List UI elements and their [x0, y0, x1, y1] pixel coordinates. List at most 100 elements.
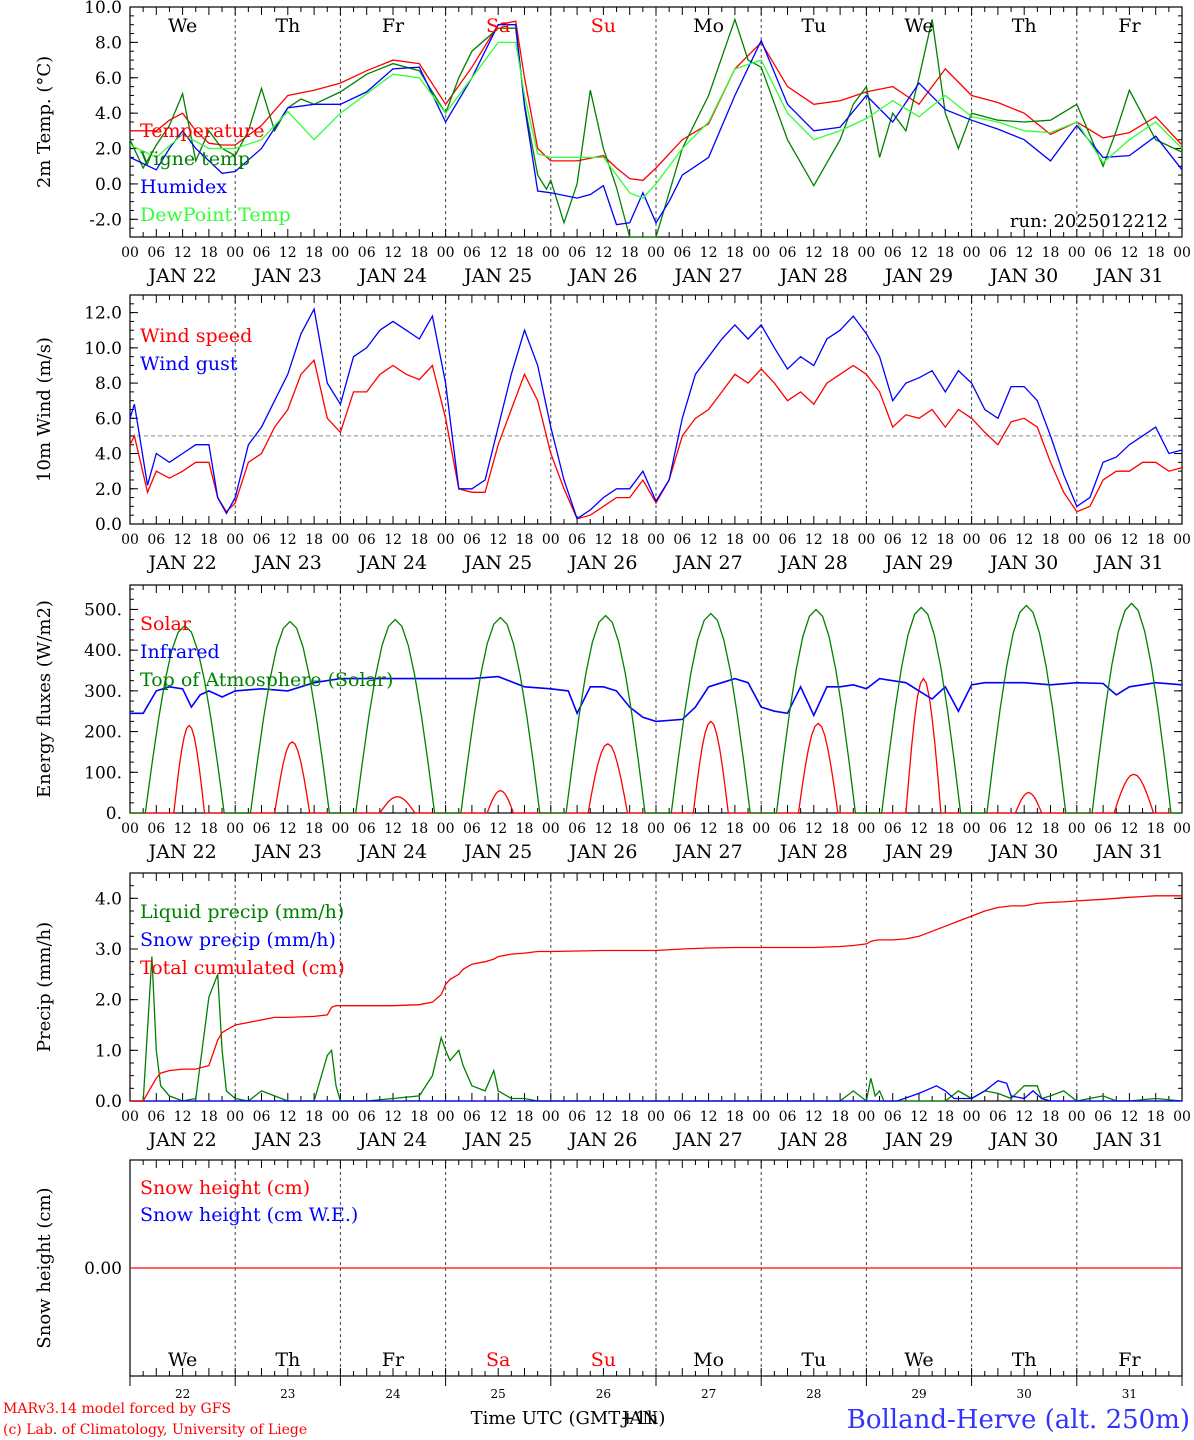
date-label: JAN 30 [988, 841, 1058, 863]
date-label: JAN 27 [673, 1129, 743, 1151]
date-label: JAN 24 [357, 552, 427, 574]
hour-tick-label: 06 [568, 821, 586, 837]
hour-tick-label: 12 [1120, 1109, 1138, 1125]
legend-entry: Snow height (cm W.E.) [140, 1204, 358, 1226]
date-label: JAN 29 [883, 841, 953, 863]
series-line-vigne-temp [129, 17, 1183, 238]
hour-tick-label: 12 [700, 1109, 718, 1125]
hour-tick-label: 00 [857, 1109, 875, 1125]
panel-energy: 500. 400. 300. 200. 100. 0. Energy fluxes (W/m… [34, 584, 1191, 863]
date-label: JAN 27 [673, 552, 743, 574]
date-label: JAN 26 [567, 265, 637, 287]
hour-tick-label: 12 [279, 821, 297, 837]
hour-tick-label: 12 [594, 245, 612, 261]
y-tick-label: 200. [84, 723, 122, 743]
hour-tick-label: 00 [121, 1109, 139, 1125]
y-tick-label: 0.0 [95, 1092, 122, 1112]
y-tick-label: 10.0 [84, 0, 122, 18]
hour-tick-label: 18 [936, 821, 954, 837]
date-label: JAN 31 [1093, 552, 1163, 574]
date-label: 22 [175, 1387, 190, 1401]
series-line-snow-precip-mm-h [130, 1079, 1182, 1102]
hour-tick-label: 12 [1120, 821, 1138, 837]
hour-tick-label: 12 [279, 532, 297, 548]
day-name: Fr [1118, 1349, 1141, 1371]
hour-tick-label: 12 [489, 1109, 507, 1125]
hour-tick-label: 12 [594, 821, 612, 837]
date-label: 27 [701, 1387, 716, 1401]
day-name: We [168, 1349, 197, 1371]
hour-tick-label: 06 [568, 532, 586, 548]
hour-tick-label: 00 [331, 532, 349, 548]
hour-tick-label: 18 [1042, 821, 1060, 837]
hour-tick-label: 12 [489, 821, 507, 837]
hour-tick-label: 18 [200, 821, 218, 837]
day-name: Mo [693, 1349, 724, 1371]
hour-tick-label: 12 [384, 532, 402, 548]
hour-tick-label: 00 [647, 532, 665, 548]
y-tick-label: 4.0 [95, 889, 122, 909]
hour-tick-label: 18 [936, 1109, 954, 1125]
hour-tick-label: 18 [516, 245, 534, 261]
day-name: Tu [801, 1349, 826, 1371]
hour-tick-label: 18 [305, 1109, 323, 1125]
legend-entry: Wind speed [140, 325, 252, 347]
date-label: JAN 23 [252, 265, 322, 287]
date-label: 31 [1122, 1387, 1137, 1401]
y-tick-label: 6.0 [95, 409, 122, 429]
hour-tick-label: 06 [1094, 532, 1112, 548]
legend-entry: Wind gust [140, 353, 238, 375]
series-line-wind-gust [129, 307, 1183, 520]
series-line-dewpoint-temp [129, 41, 1183, 199]
hour-tick-label: 12 [1015, 245, 1033, 261]
legend-entry: DewPoint Temp [140, 204, 291, 226]
hour-tick-label: 06 [253, 821, 271, 837]
hour-tick-label: 18 [1147, 821, 1165, 837]
y-tick-label: 0. [106, 804, 122, 824]
series-line-liquid-precip-mm-h [130, 956, 1183, 1103]
series-line-total-cumulated-cm [130, 895, 1182, 1102]
hour-tick-label: 00 [1068, 532, 1086, 548]
hour-tick-label: 00 [331, 1109, 349, 1125]
hour-tick-label: 18 [1147, 245, 1165, 261]
day-name: Sa [486, 1349, 510, 1371]
hour-tick-label: 00 [542, 1109, 560, 1125]
hour-tick-label: 12 [805, 1109, 823, 1125]
hour-tick-label: 00 [1068, 1109, 1086, 1125]
hour-tick-label: 06 [989, 821, 1007, 837]
hour-tick-label: 00 [963, 821, 981, 837]
hour-tick-label: 06 [1094, 821, 1112, 837]
hour-tick-label: 00 [963, 245, 981, 261]
hour-tick-label: 18 [410, 821, 428, 837]
hour-tick-label: 18 [831, 245, 849, 261]
day-name: Mo [693, 15, 724, 37]
hour-tick-label: 00 [226, 821, 244, 837]
date-label: JAN 23 [252, 841, 322, 863]
hour-tick-label: 18 [305, 245, 323, 261]
hour-tick-label: 06 [358, 1109, 376, 1125]
y-tick-label: 100. [84, 763, 122, 783]
hour-tick-label: 00 [542, 532, 560, 548]
series-line-temperature [130, 20, 1183, 182]
day-name: We [904, 15, 933, 37]
hour-tick-label: 06 [779, 821, 797, 837]
date-label: 23 [280, 1387, 295, 1401]
hour-tick-label: 06 [884, 245, 902, 261]
panel-wind: 12.0 10.0 8.0 6.0 4.0 2.0 0.0 10m Wind (m/s) Win… [34, 294, 1191, 574]
hour-tick-label: 06 [463, 1109, 481, 1125]
hour-tick-label: 00 [437, 1109, 455, 1125]
hour-tick-label: 06 [779, 1109, 797, 1125]
panel-snow: 0.00 Snow height (cm) Snow height (cm) Snow… [34, 1159, 1183, 1401]
hour-tick-label: 06 [989, 1109, 1007, 1125]
hour-tick-label: 06 [673, 1109, 691, 1125]
hour-tick-label: 00 [437, 532, 455, 548]
hour-tick-label: 06 [1094, 245, 1112, 261]
hour-tick-label: 00 [752, 821, 770, 837]
ylabel-temperature: 2m Temp. (°C) [34, 56, 55, 188]
hour-tick-label: 00 [226, 532, 244, 548]
hour-tick-label: 18 [726, 1109, 744, 1125]
date-label: JAN 29 [883, 1129, 953, 1151]
legend-entry: Top of Atmosphere (Solar) [140, 669, 393, 691]
hour-tick-label: 12 [700, 532, 718, 548]
hour-tick-label: 12 [910, 532, 928, 548]
